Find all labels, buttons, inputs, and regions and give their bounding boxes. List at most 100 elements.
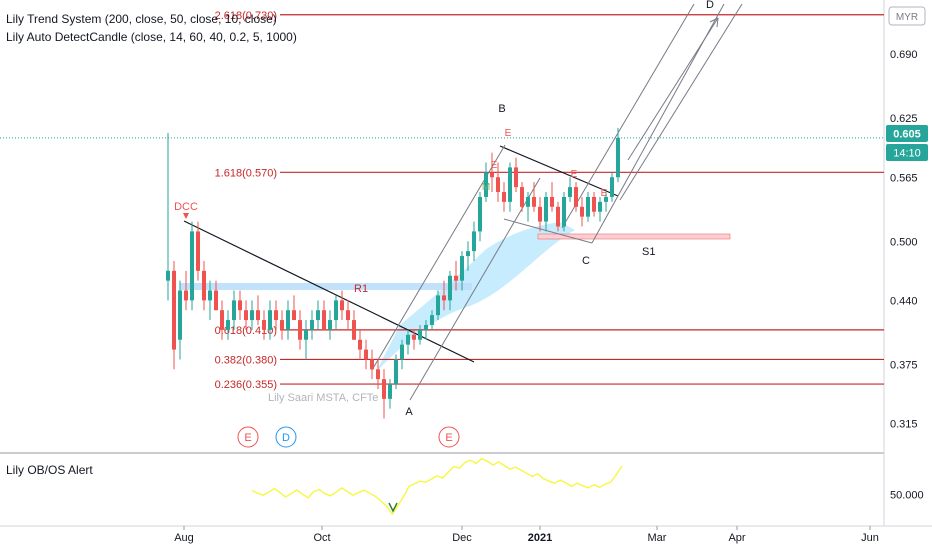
osc-tick: 50.000 xyxy=(890,490,924,502)
fib-label-2: 0.618(0.410) xyxy=(215,325,277,337)
candle-body-19 xyxy=(280,320,284,330)
candle-body-51 xyxy=(472,231,476,252)
fib-label-1: 1.618(0.570) xyxy=(215,167,277,179)
countdown-value: 14:10 xyxy=(893,148,921,160)
candle-body-55 xyxy=(496,177,500,193)
projection-arrow xyxy=(627,17,719,161)
candle-body-42 xyxy=(418,329,422,340)
candle-body-7 xyxy=(208,290,212,301)
candle-body-24 xyxy=(310,320,314,330)
candle-body-26 xyxy=(322,310,326,330)
candle-body-27 xyxy=(328,320,332,330)
candle-body-52 xyxy=(478,196,482,232)
event-marker-circle-0 xyxy=(237,426,259,448)
candle-body-40 xyxy=(406,334,410,345)
candle-body-8 xyxy=(214,290,218,311)
candle-body-66 xyxy=(562,196,566,227)
candle-body-18 xyxy=(274,310,278,321)
candle-body-36 xyxy=(382,379,386,399)
x-tick-6: Jun xyxy=(861,532,879,544)
candle-body-60 xyxy=(526,196,530,207)
candle-body-49 xyxy=(460,256,464,281)
candle-body-59 xyxy=(520,187,524,207)
event-marker-label-1: D xyxy=(282,432,290,444)
candle-body-34 xyxy=(370,359,374,370)
candle-body-31 xyxy=(352,320,356,340)
projection-line-3 xyxy=(619,3,743,201)
candle-body-71 xyxy=(592,196,596,212)
y-tick-2: 0.565 xyxy=(890,172,918,184)
projection-line-2 xyxy=(561,3,695,229)
x-tick-2: Dec xyxy=(452,532,472,544)
candle-body-64 xyxy=(550,196,554,207)
candle-body-13 xyxy=(244,310,248,321)
candle-body-37 xyxy=(388,384,392,399)
candle-body-63 xyxy=(544,196,548,222)
candle-body-6 xyxy=(202,270,206,301)
candle-body-65 xyxy=(556,206,560,227)
y-tick-5: 0.375 xyxy=(890,359,918,371)
dcc-label: DCC xyxy=(174,201,198,213)
candle-body-30 xyxy=(346,310,350,321)
candle-body-1 xyxy=(172,270,176,350)
indicator-legend-trend-system[interactable]: Lily Trend System (200, close, 50, close… xyxy=(6,12,277,26)
candle-body-15 xyxy=(256,310,260,321)
candle-body-20 xyxy=(286,310,290,330)
price-axis[interactable]: 0.690 0.625 0.565 0.500 0.440 0.375 0.315 xyxy=(890,49,918,430)
wave-label-d: D xyxy=(706,0,714,11)
candle-body-47 xyxy=(448,275,452,301)
candle-body-45 xyxy=(436,295,440,316)
event-marker-circle-1 xyxy=(275,426,297,448)
candle-body-33 xyxy=(364,349,368,360)
candle-body-35 xyxy=(376,369,380,380)
y-tick-3: 0.500 xyxy=(890,236,918,248)
candle-body-2 xyxy=(178,290,182,340)
event-marker-label-2: E xyxy=(445,432,452,444)
fib-label-3: 0.382(0.380) xyxy=(215,354,277,366)
dcc-arrow xyxy=(183,213,189,219)
candle-body-41 xyxy=(412,334,416,340)
m-label: M xyxy=(482,182,490,193)
candle-body-62 xyxy=(538,206,542,222)
indicator-legend-detect-candle[interactable]: Lily Auto DetectCandle (close, 14, 60, 4… xyxy=(6,30,297,44)
candle-body-22 xyxy=(298,320,302,340)
engulfing-label-1: E xyxy=(491,160,498,171)
candle-body-39 xyxy=(400,344,404,360)
candle-body-68 xyxy=(574,187,578,207)
sr-zones: R1 S1 xyxy=(180,233,731,295)
candle-body-61 xyxy=(532,196,536,207)
candle-body-73 xyxy=(604,196,608,202)
x-tick-5: Apr xyxy=(728,532,745,544)
candle-body-48 xyxy=(454,275,458,281)
fib-label-4: 0.236(0.355) xyxy=(215,379,277,391)
event-marker-circle-2 xyxy=(438,426,460,448)
x-tick-4: Mar xyxy=(648,532,667,544)
wave-label-a: A xyxy=(405,406,413,418)
currency-badge[interactable] xyxy=(888,6,926,26)
candle-body-32 xyxy=(358,339,362,350)
resistance-label-r1: R1 xyxy=(354,283,368,295)
candlestick-series xyxy=(166,128,620,419)
candle-body-11 xyxy=(232,300,236,321)
x-tick-0: Aug xyxy=(174,532,194,544)
resistance-zone-r1 xyxy=(180,283,472,290)
candle-body-43 xyxy=(424,324,428,330)
candle-body-21 xyxy=(292,310,296,321)
trend-cloud-fill xyxy=(376,222,575,372)
trend-cloud xyxy=(376,222,575,372)
wedge-upper-line xyxy=(499,145,619,197)
engulfing-label-0: E xyxy=(505,128,512,139)
candle-body-25 xyxy=(316,310,320,321)
watermark: Lily Saari MSTA, CFTe xyxy=(268,392,378,404)
support-label-s1: S1 xyxy=(642,246,655,258)
candle-body-14 xyxy=(250,310,254,321)
currency-label: MYR xyxy=(896,12,918,23)
channel-line-upper xyxy=(371,144,506,371)
time-axis[interactable]: Aug Oct Dec 2021 Mar Apr Jun xyxy=(174,526,879,544)
last-price-value: 0.605 xyxy=(893,129,921,141)
candle-body-53 xyxy=(484,172,488,197)
indicator-legend-obos[interactable]: Lily OB/OS Alert xyxy=(6,463,93,477)
candle-body-9 xyxy=(220,310,224,330)
fib-levels: 2.618(0.730) 1.618(0.570) 0.618(0.410) 0.38… xyxy=(0,10,884,391)
